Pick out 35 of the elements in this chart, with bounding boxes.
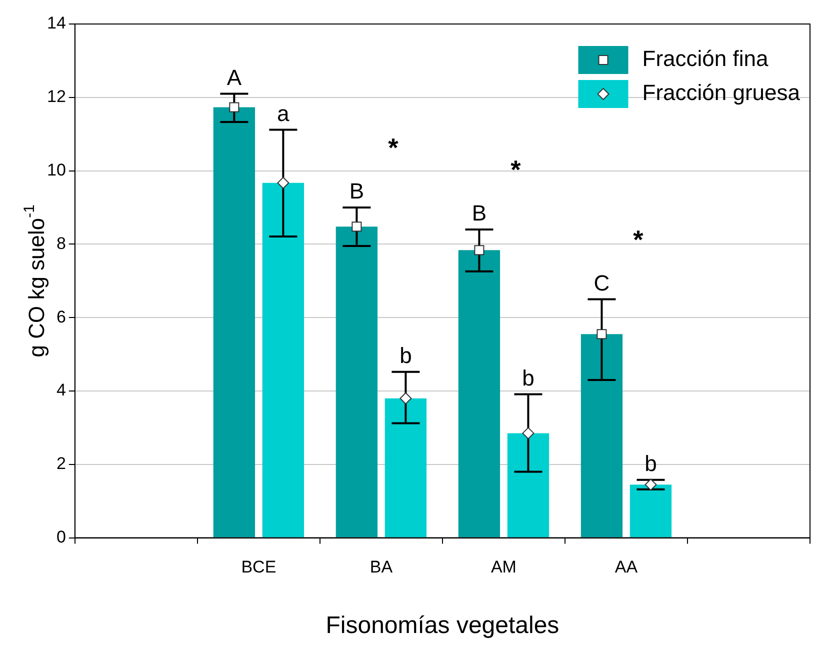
y-tick-label: 6 <box>56 307 66 326</box>
legend-label: Fracción fina <box>642 46 769 72</box>
y-tick-label: 8 <box>56 234 66 253</box>
y-axis-title: g CO kg suelo-1 <box>21 204 49 358</box>
bar <box>580 334 623 538</box>
x-axis-title: Fisonomías vegetales <box>326 612 560 640</box>
bar <box>336 226 378 538</box>
y-tick-label: 4 <box>56 380 66 400</box>
y-tick-label: 12 <box>46 87 66 106</box>
data-label: b <box>522 365 534 390</box>
data-label: A <box>226 64 242 90</box>
x-tick-label: BCE <box>241 558 276 577</box>
data-label: b <box>400 342 412 368</box>
data-label: b <box>644 450 657 476</box>
data-label: C <box>594 270 610 296</box>
bar <box>384 398 427 538</box>
annotation: * <box>633 224 644 254</box>
x-tick-label: AM <box>490 558 516 577</box>
annotation: * <box>388 132 400 163</box>
data-label: a <box>277 100 290 126</box>
bar <box>630 484 672 538</box>
data-label: B <box>349 178 364 204</box>
y-tick-label: 10 <box>46 160 66 180</box>
bar <box>213 107 256 538</box>
y-tick-label: 14 <box>46 14 66 33</box>
bar <box>507 433 550 538</box>
bar <box>458 250 500 538</box>
bar <box>262 182 304 538</box>
data-label: B <box>472 200 487 226</box>
y-tick-label: 2 <box>56 454 66 474</box>
legend-label: Fracción gruesa <box>642 80 801 106</box>
x-tick-label: AA <box>614 558 638 577</box>
x-tick-label: BA <box>370 558 394 577</box>
y-tick-label: 0 <box>56 527 66 546</box>
annotation: * <box>510 154 522 185</box>
